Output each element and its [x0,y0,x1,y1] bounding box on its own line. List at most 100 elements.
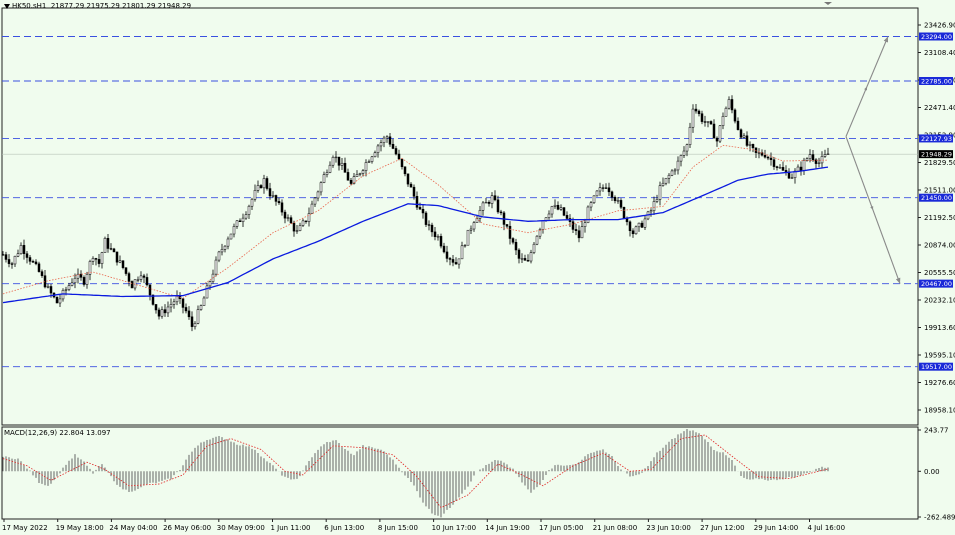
candle-body [574,229,578,231]
time-axis-tick-label: 6 Jun 13:00 [324,524,364,532]
candle-body [124,267,128,274]
candle-body [541,220,545,230]
candle-body [28,257,32,262]
candle-body [31,261,35,263]
level-label-bg [919,279,953,288]
candle-body [526,260,530,262]
candle-body [160,309,164,317]
current-price-label: 21948.29 [921,151,952,159]
candle-body [322,174,326,183]
candle-body [826,153,830,155]
candle-body [580,226,584,239]
candle-body [43,275,47,288]
candle-body [739,129,743,138]
candle-body [604,187,608,189]
candle-body [184,307,188,312]
candle-body [523,258,527,261]
time-axis-tick-label: 17 May 2022 [2,524,48,532]
candle-body [253,190,257,200]
candle-body [811,154,815,160]
candle-body [598,187,602,192]
candle-body [145,277,149,286]
price-axis-tick-label: 21829.50 [924,159,955,167]
candle-body [733,109,737,122]
candle-body [217,251,221,261]
candle-body [85,274,89,285]
candle-body [166,306,170,314]
candle-body [223,245,227,250]
candle-body [328,164,332,173]
candle-body [673,169,677,172]
candle-body [457,258,461,265]
level-label-bg [919,32,953,41]
candle-body [154,304,158,311]
candle-body [796,166,800,172]
level-label-bg [919,193,953,202]
candle-body [397,153,401,160]
symbol-dropdown-icon[interactable] [4,3,10,9]
candle-body [469,228,473,231]
candle-body [691,108,695,128]
chart-shift-marker [824,2,832,5]
level-label: 20467.00 [921,280,952,288]
candle-body [652,201,656,211]
candles-group [1,95,830,332]
time-axis-tick-label: 4 Jul 16:00 [808,524,846,532]
candle-body [391,144,395,149]
candle-body [655,199,659,202]
candle-body [823,154,827,157]
candle-body [139,275,143,280]
candle-body [769,157,773,160]
level-label: 21450.00 [921,194,952,202]
candle-body [292,222,296,232]
time-axis-tick-label: 8 Jun 15:00 [378,524,418,532]
candle-body [643,218,647,228]
candle-body [727,99,731,109]
candle-body [334,156,338,159]
candle-body [205,285,209,299]
level-label: 22785.00 [921,77,952,85]
candle-body [649,210,653,213]
candle-body [505,224,509,227]
candle-body [556,204,560,210]
candle-body [817,162,821,164]
candle-body [439,236,443,247]
candle-body [265,178,269,189]
candle-body [196,309,200,324]
price-axis-tick-label: 21192.50 [924,214,955,222]
candle-body [64,289,68,291]
candle-body [778,167,782,169]
candle-body [298,225,302,231]
level-label: 22127.93 [921,135,952,143]
candle-body [562,207,566,216]
candle-body [361,170,365,174]
ma-fast-line [2,144,829,299]
time-axis-tick-label: 24 May 04:00 [109,524,157,532]
candle-body [466,229,470,246]
candle-body [700,113,704,122]
time-axis-tick-label: 21 Jun 08:00 [593,524,637,532]
candle-body [613,196,617,201]
candle-body [355,174,359,177]
candle-body [127,273,131,282]
current-price-label-bg [919,150,953,159]
candle-body [226,238,230,247]
candle-body [352,176,356,184]
time-axis-tick-label: 10 Jun 17:00 [432,524,476,532]
candle-body [310,203,314,214]
candle-body [214,259,218,275]
time-axis-tick-label: 26 May 06:00 [163,524,211,532]
candle-body [346,172,350,181]
candle-body [16,253,20,257]
candle-body [484,201,488,204]
candle-body [766,156,770,159]
ma-slow-line [2,166,829,304]
candle-body [283,211,287,219]
candle-body [820,156,824,164]
candle-body [172,301,176,305]
level-label-bg [919,134,953,143]
candle-body [694,108,698,112]
candle-body [409,183,413,188]
time-axis-tick-label: 14 Jun 19:00 [485,524,529,532]
